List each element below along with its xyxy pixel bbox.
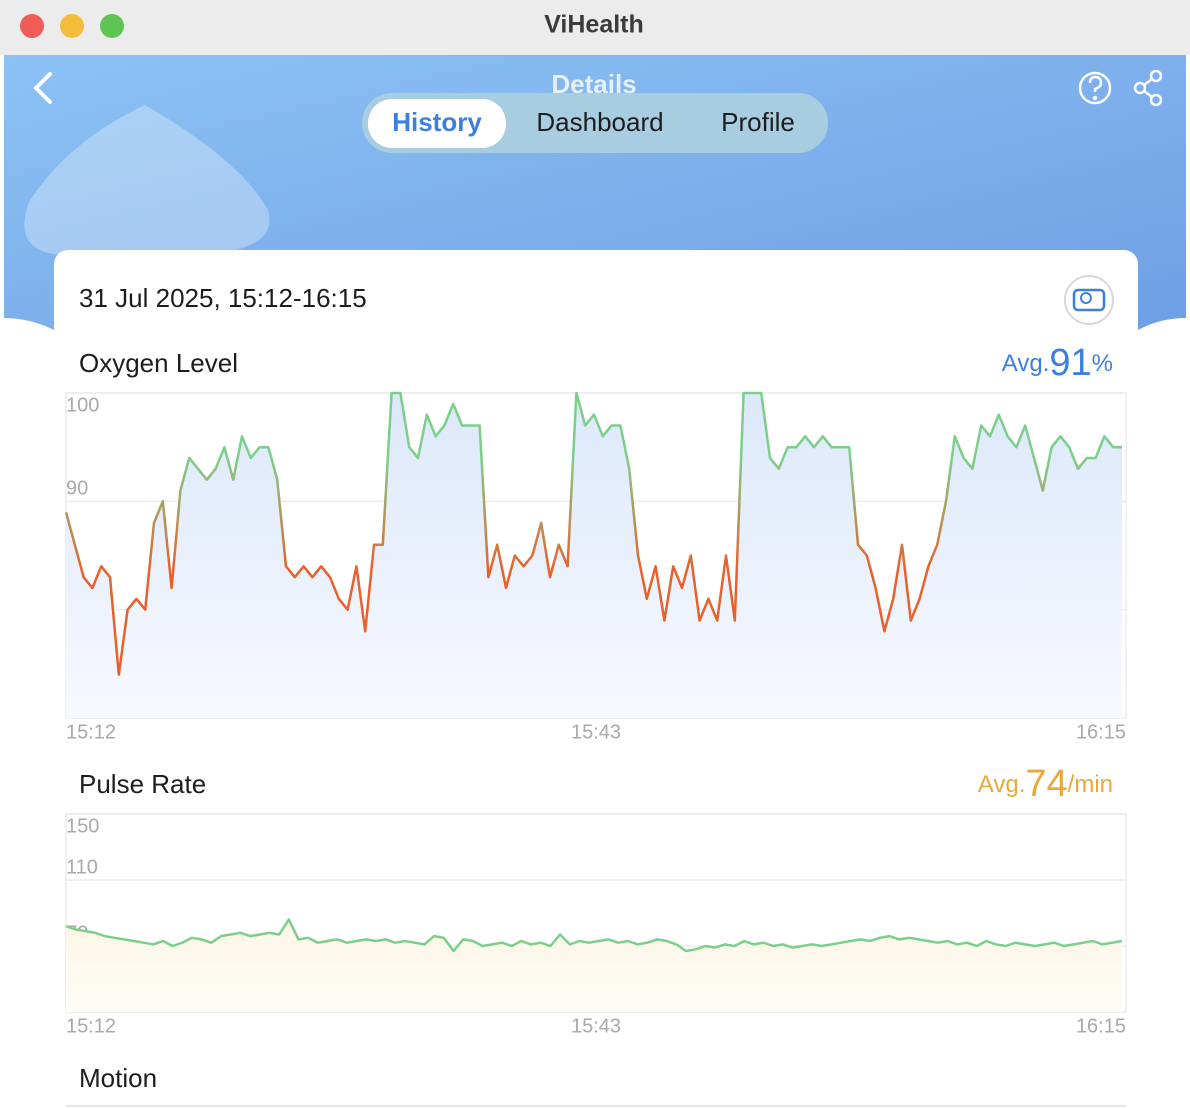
data-line — [64, 391, 1122, 676]
area-fill — [66, 919, 1122, 1012]
y-tick-label: 110 — [66, 856, 98, 878]
window-title: ViHealth — [544, 11, 644, 39]
help-button[interactable] — [1078, 71, 1112, 105]
date-range: 31 Jul 2025, 15:12-16:15 — [79, 283, 367, 313]
tab[interactable]: Dashboard — [536, 107, 663, 137]
section-title: Pulse Rate — [79, 769, 206, 799]
minimize-button[interactable] — [60, 14, 84, 38]
y-tick-label: 100 — [66, 394, 99, 416]
area-fill — [66, 393, 1122, 718]
average: Avg.91% — [1002, 342, 1113, 384]
x-tick-label: 16:15 — [1076, 1015, 1126, 1037]
section-title: Oxygen Level — [79, 348, 238, 378]
drop-decoration — [24, 105, 270, 255]
average-value: 74 — [1025, 763, 1067, 805]
average-unit: /min — [1068, 771, 1113, 798]
data-line — [65, 918, 1123, 953]
active-tab[interactable] — [368, 99, 506, 148]
x-tick-label: 15:43 — [571, 721, 621, 743]
back-button[interactable] — [34, 72, 52, 104]
close-button[interactable] — [20, 14, 44, 38]
average-prefix: Avg. — [978, 771, 1026, 798]
x-tick-label: 15:43 — [571, 1015, 621, 1037]
average-prefix: Avg. — [1002, 350, 1050, 377]
x-tick-label: 16:15 — [1076, 721, 1126, 743]
report-button[interactable] — [1064, 275, 1114, 325]
average-value: 91 — [1049, 342, 1091, 384]
tab[interactable]: History — [392, 107, 482, 137]
y-tick-label: 90 — [66, 478, 88, 500]
title-bar — [0, 0, 1190, 55]
section-title: Motion — [79, 1063, 157, 1093]
share-button[interactable] — [1133, 69, 1163, 107]
tab[interactable]: Profile — [721, 107, 795, 137]
average-unit: % — [1092, 350, 1113, 377]
average: Avg.74/min — [978, 763, 1113, 805]
x-tick-label: 15:12 — [66, 1015, 116, 1037]
zoom-button[interactable] — [100, 14, 124, 38]
y-tick-label: 150 — [66, 815, 99, 837]
x-tick-label: 15:12 — [66, 721, 116, 743]
